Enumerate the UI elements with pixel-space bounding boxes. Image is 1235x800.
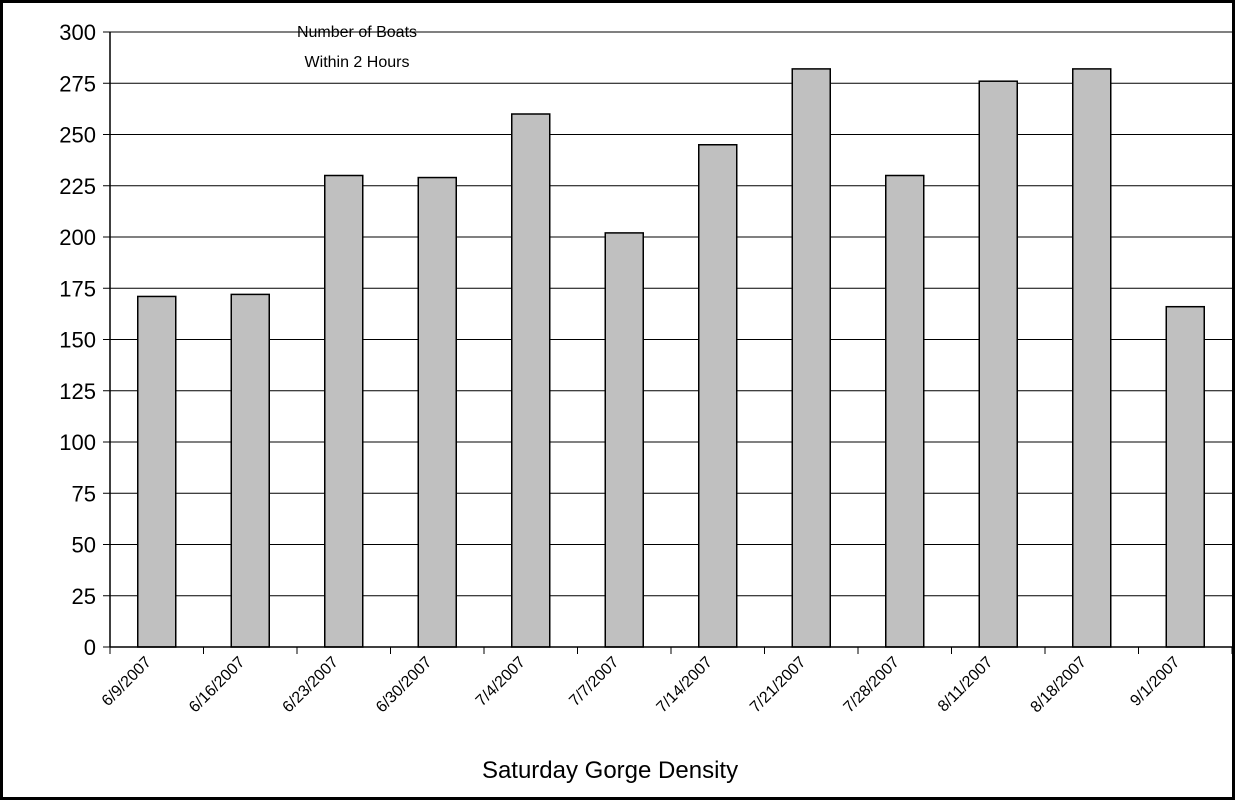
x-tick-label: 6/9/2007 xyxy=(99,654,155,710)
x-tick-labels: 6/9/2007 6/16/2007 6/23/2007 6/30/2007 7/4/2… xyxy=(99,654,1184,716)
bar-7/21/2007 xyxy=(791,68,831,648)
y-tick-label: 225 xyxy=(59,174,96,199)
bar-6/9/2007 xyxy=(137,295,177,648)
x-tick-label: 9/1/2007 xyxy=(1127,654,1183,710)
bar-6/23/2007 xyxy=(324,174,364,648)
gridlines xyxy=(110,31,1232,597)
chart-title-line-2: Within 2 Hours xyxy=(305,54,410,71)
y-tick-label: 200 xyxy=(59,225,96,250)
chart-title-line-1: Number of Boats xyxy=(297,24,417,41)
y-tick-label: 275 xyxy=(59,71,96,96)
y-tick-label: 100 xyxy=(59,430,96,455)
bar-6/16/2007 xyxy=(230,293,270,648)
bar-7/7/2007 xyxy=(604,232,644,648)
x-tick-label: 7/21/2007 xyxy=(747,654,809,716)
y-tick-label: 250 xyxy=(59,123,96,148)
y-tick-label: 150 xyxy=(59,328,96,353)
x-tick-label: 8/11/2007 xyxy=(935,654,997,716)
x-tick-label: 6/23/2007 xyxy=(280,654,342,716)
x-tick-label: 7/7/2007 xyxy=(566,654,622,710)
bar-8/18/2007 xyxy=(1072,68,1112,648)
bar-8/11/2007 xyxy=(978,80,1018,648)
x-tick-label: 7/28/2007 xyxy=(841,654,903,716)
x-tick-label: 7/14/2007 xyxy=(654,654,716,716)
y-tick-label: 75 xyxy=(72,481,96,506)
y-tick-label: 175 xyxy=(59,276,96,301)
y-tick-label: 25 xyxy=(72,584,96,609)
y-tick-label: 300 xyxy=(59,20,96,45)
bar-7/4/2007 xyxy=(511,113,551,648)
bars xyxy=(137,68,1205,648)
x-tick-label: 8/18/2007 xyxy=(1028,654,1090,716)
y-tick-label: 0 xyxy=(84,635,96,660)
y-tick-labels: 0 25 50 75 100 125 150 175 200 225 250 275 300 xyxy=(59,20,96,660)
axes xyxy=(103,31,1233,654)
x-axis-label: Saturday Gorge Density xyxy=(482,757,738,784)
x-tick-label: 6/30/2007 xyxy=(373,654,435,716)
y-tick-label: 50 xyxy=(72,533,96,558)
bar-6/30/2007 xyxy=(417,176,457,648)
bar-9/1/2007 xyxy=(1165,305,1205,648)
x-tick-label: 6/16/2007 xyxy=(186,654,248,716)
bar-7/28/2007 xyxy=(885,174,925,648)
bar-7/14/2007 xyxy=(698,144,738,648)
y-tick-label: 125 xyxy=(59,379,96,404)
x-tick-label: 7/4/2007 xyxy=(473,654,529,710)
